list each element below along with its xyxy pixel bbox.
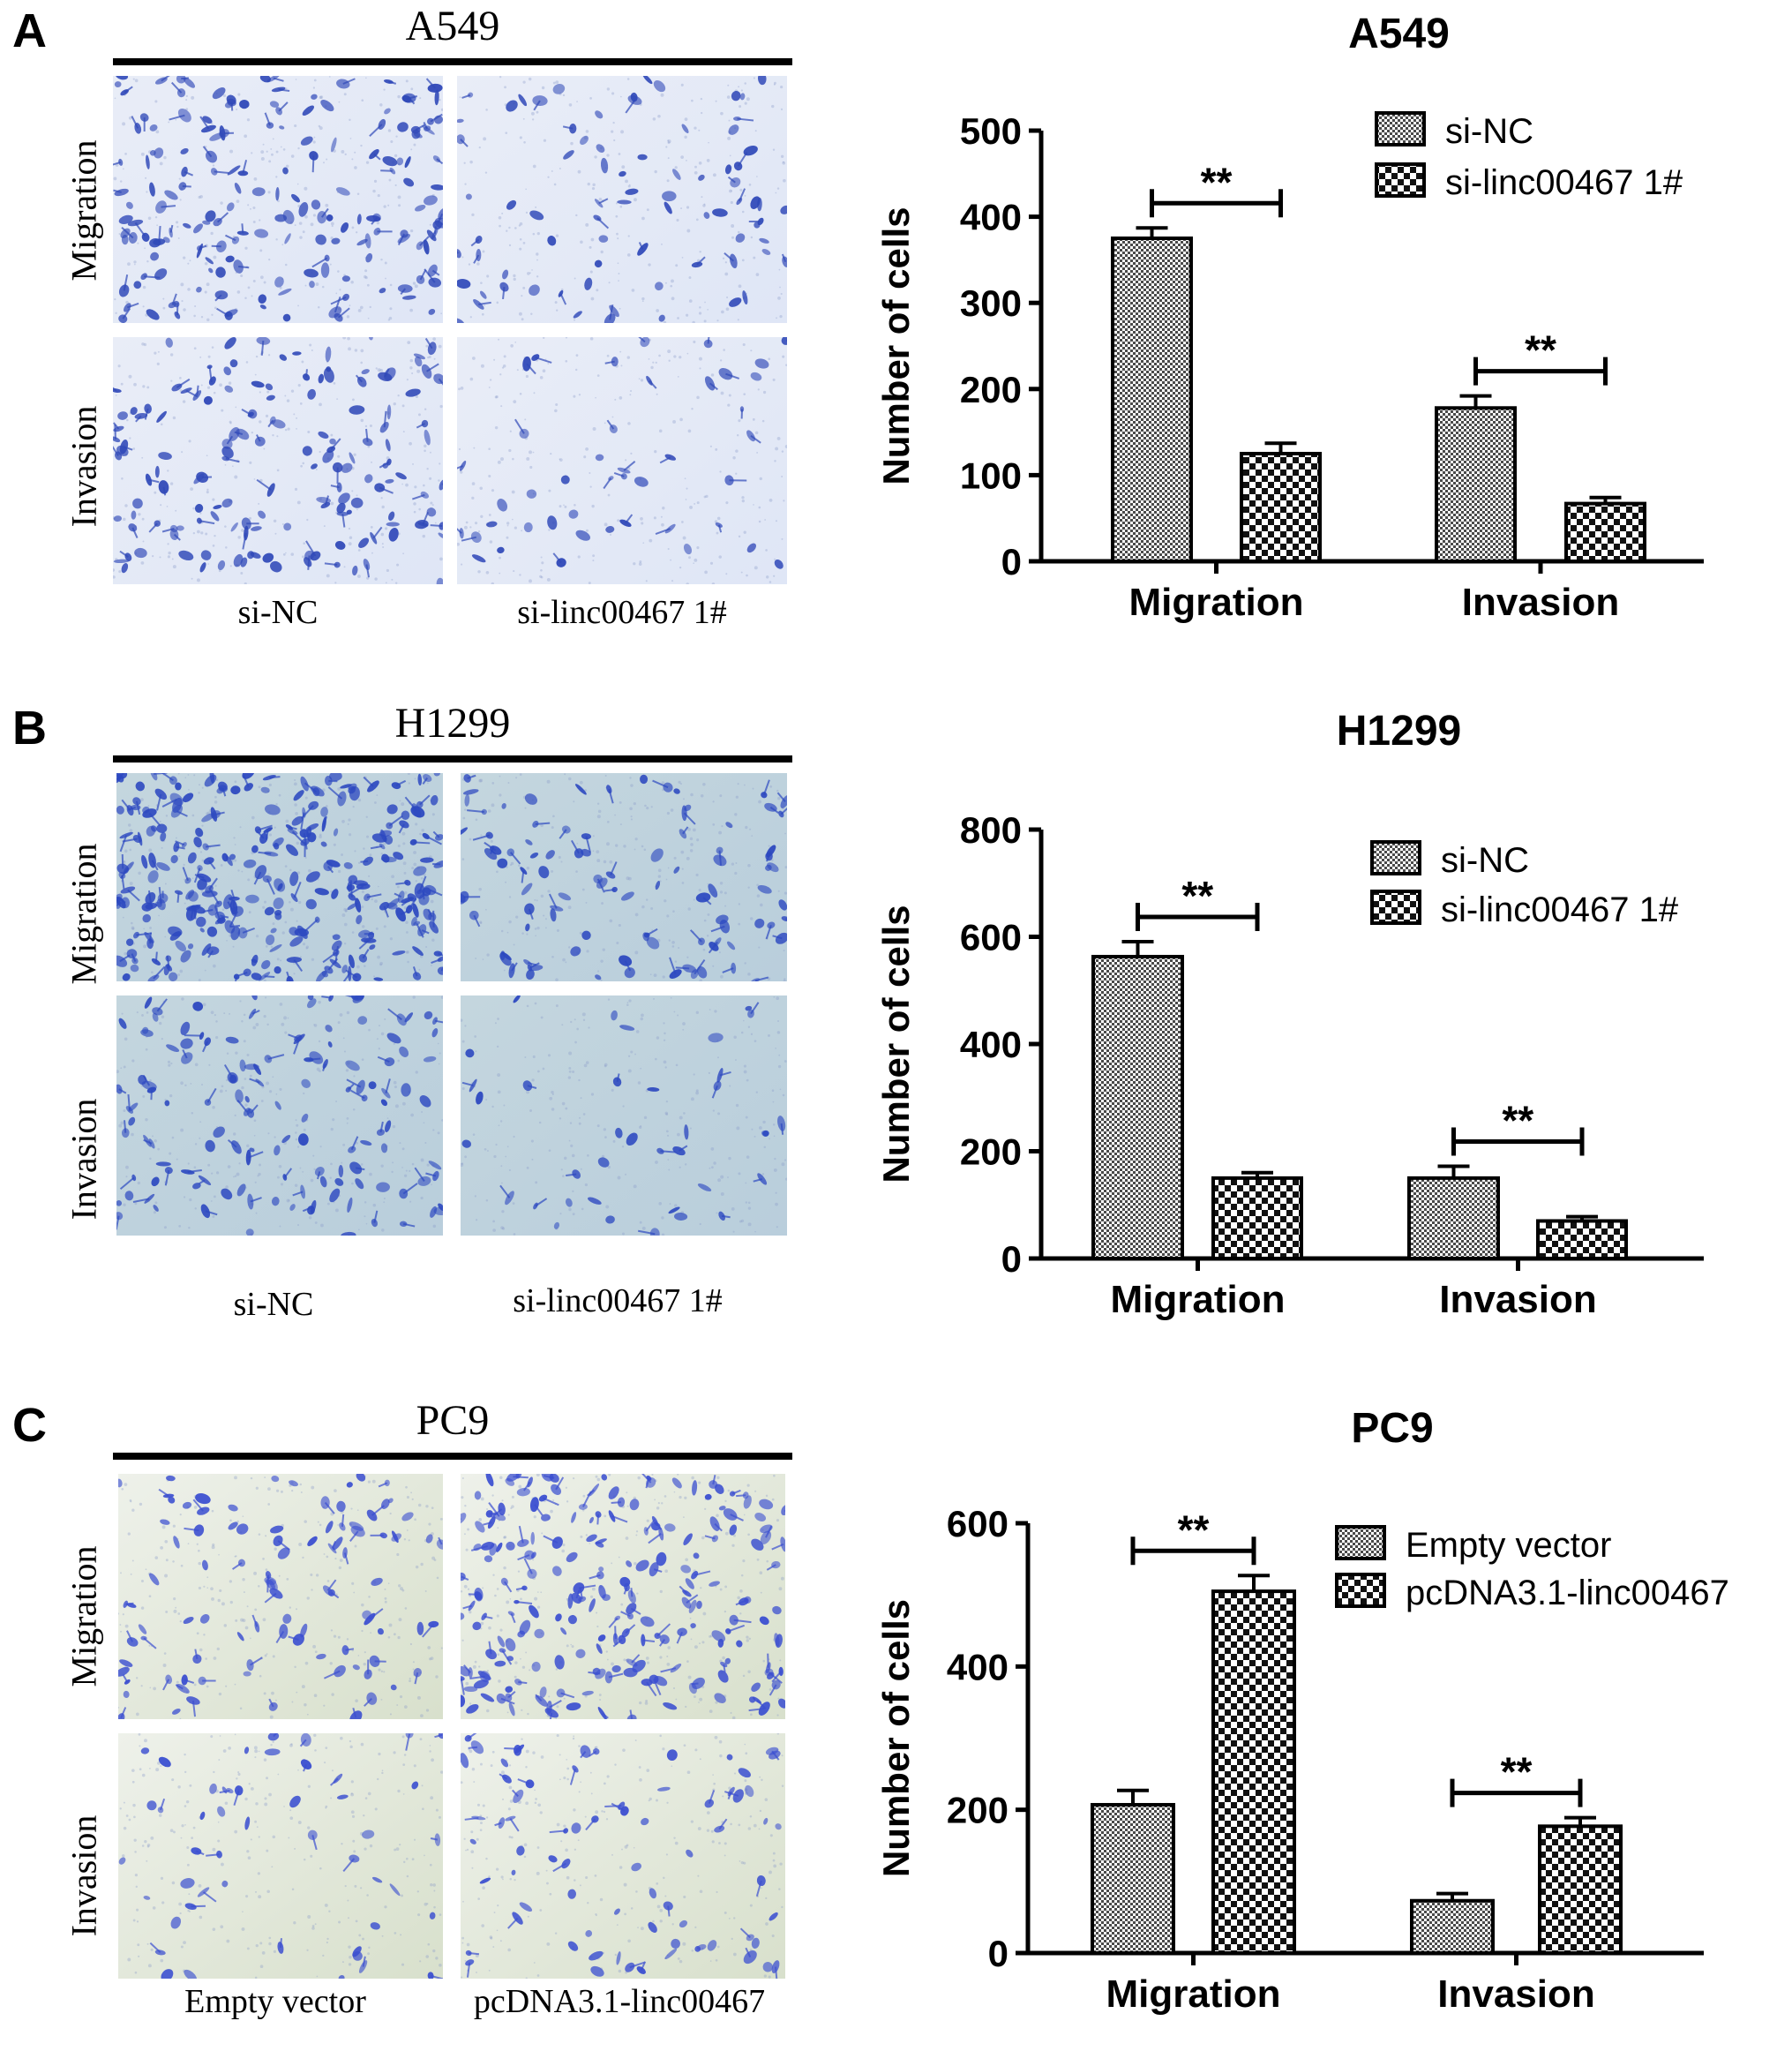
cell-line-title: A549 [113,2,792,50]
row-label-invasion: Invasion [64,334,105,599]
legend-label: si-linc00467 1# [1445,163,1683,202]
significance-label: ** [1178,1506,1210,1552]
column-label: si-linc00467 1# [454,593,790,632]
row-label-invasion: Invasion [64,1027,105,1292]
y-axis-label: Number of cells [875,207,917,485]
panel-c: C PC9 Migration Invasion Empty vector pc… [0,1394,1792,2047]
title-rule [113,1453,792,1460]
x-category-label: Invasion [1462,581,1620,624]
bar [1540,1826,1621,1953]
column-label: si-linc00467 1# [450,1281,785,1320]
micrograph [118,1733,443,1979]
legend-label: pcDNA3.1-linc00467 [1406,1574,1729,1612]
y-tick-label: 500 [960,110,1022,152]
bar-chart-a549: A549 0 100 200 300 400 500 Number of cells Migra… [860,0,1792,653]
legend-swatch [1376,113,1424,145]
legend-swatch [1337,1527,1384,1559]
panel-b: B H1299 Migration Invasion si-NC si-linc… [0,697,1792,1350]
y-tick-label: 400 [960,197,1022,238]
y-tick-label: 0 [1001,1238,1022,1280]
legend-label: Empty vector [1406,1526,1611,1565]
micrograph [461,773,787,981]
bar [1412,1901,1493,1953]
cell-line-title: PC9 [113,1396,792,1445]
cell-line-title: H1299 [113,699,792,748]
column-label: si-NC [110,593,446,632]
legend-swatch [1372,842,1420,874]
legend-label: si-NC [1441,841,1529,880]
y-tick-label: 100 [960,455,1022,496]
title-rule [113,755,792,763]
y-tick-label: 400 [960,1024,1022,1065]
x-category-label: Migration [1129,581,1304,624]
chart-svg: H1299 0 200 400 600 800 Number of cells Migrati… [860,697,1792,1350]
y-tick-label: 200 [947,1790,1008,1831]
x-category-label: Invasion [1437,1972,1595,2016]
micrograph [461,1733,785,1979]
bar [1538,1221,1626,1258]
y-axis-label: Number of cells [875,905,917,1183]
bar [1566,504,1645,561]
bar-chart-h1299: H1299 0 200 400 600 800 Number of cells Migrati… [860,697,1792,1350]
y-tick-label: 400 [947,1646,1008,1687]
micrograph [116,773,443,981]
chart-svg: A549 0 100 200 300 400 500 Number of cells Migra… [860,0,1792,653]
row-label-invasion: Invasion [64,1744,105,2009]
micrograph [457,76,787,323]
y-tick-label: 600 [960,917,1022,958]
bar [1241,454,1320,561]
row-label-migration: Migration [64,1484,105,1749]
micrograph [116,995,443,1236]
chart-svg: PC9 0 200 400 600 Number of cells Migration ** I… [860,1394,1792,2047]
micrograph [457,337,787,584]
row-label-migration: Migration [64,79,105,343]
bar [1436,408,1515,561]
significance-label: ** [1525,327,1556,373]
legend-swatch [1376,164,1424,196]
title-rule [113,58,792,65]
legend-label: si-linc00467 1# [1441,890,1679,929]
panel-letter: A [12,4,47,58]
x-category-label: Migration [1106,1972,1281,2016]
micrograph [113,337,443,584]
y-tick-label: 200 [960,1131,1022,1173]
significance-label: ** [1201,159,1233,205]
bar [1092,1805,1173,1953]
significance-label: ** [1501,1749,1533,1795]
panel-letter: B [12,701,47,755]
panel-letter: C [12,1398,47,1453]
chart-title: PC9 [1351,1405,1433,1452]
x-category-label: Migration [1111,1278,1286,1321]
y-tick-label: 600 [947,1503,1008,1544]
bar-chart-pc9: PC9 0 200 400 600 Number of cells Migration ** I… [860,1394,1792,2047]
significance-label: ** [1181,873,1213,919]
bar [1213,1591,1294,1953]
panel-a: A A549 Migration Invasion si-NC si-linc0… [0,0,1792,653]
micrograph [118,1474,443,1719]
chart-title: H1299 [1337,708,1461,755]
chart-title: A549 [1348,11,1450,57]
bar [1113,238,1191,561]
micrograph [461,995,787,1236]
column-label: si-NC [106,1285,441,1324]
bar [1409,1178,1498,1258]
y-axis-label: Number of cells [875,1599,917,1877]
row-label-migration: Migration [64,782,105,1047]
y-tick-label: 0 [1001,541,1022,582]
column-label: pcDNA3.1-linc00467 [452,1982,787,2021]
y-tick-label: 300 [960,282,1022,324]
micrograph [113,76,443,323]
significance-label: ** [1502,1098,1533,1144]
micrograph [461,1474,785,1719]
x-category-label: Invasion [1439,1278,1597,1321]
bar [1213,1178,1301,1258]
y-tick-label: 200 [960,369,1022,410]
legend-swatch [1372,891,1420,923]
y-tick-label: 800 [960,809,1022,851]
legend-label: si-NC [1445,112,1533,151]
bar [1093,957,1182,1258]
column-label: Empty vector [108,1982,443,2021]
y-tick-label: 0 [988,1933,1008,1974]
legend-swatch [1337,1574,1384,1606]
